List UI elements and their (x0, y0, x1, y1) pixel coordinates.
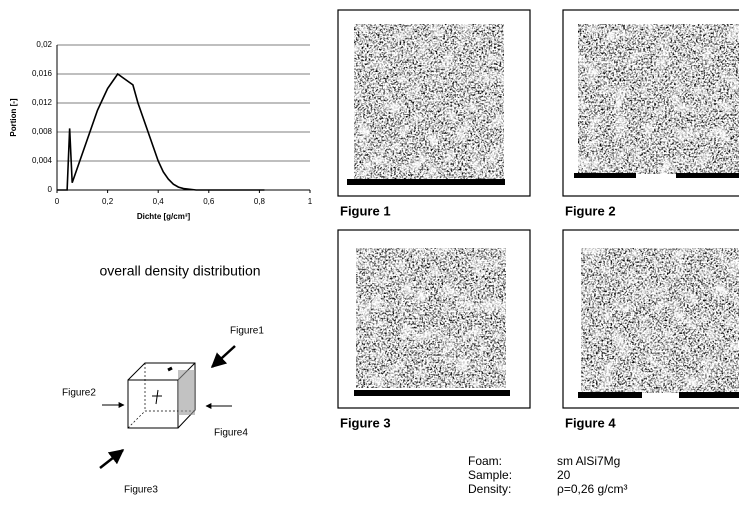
y-tick-label: 0 (48, 185, 53, 194)
diagram-label: Figure3 (124, 485, 158, 496)
figure-panel: Figure 3 (338, 230, 530, 430)
y-axis-label: Portion [-] (9, 98, 18, 137)
figure-panel: Figure 4 (563, 230, 739, 430)
x-tick-label: 0,4 (153, 197, 165, 206)
info-value: ρ=0,26 g/cm³ (557, 482, 628, 496)
figure-label: Figure 1 (340, 203, 391, 218)
y-tick-label: 0,008 (32, 127, 53, 136)
page: 0 0,004 0,008 0,012 0,016 0,02 0 0,2 0,4 0,6 0,8 1 D… (0, 0, 739, 504)
figure-panel: Figure 2 (563, 10, 739, 218)
x-tick-label: 0 (55, 197, 60, 206)
sample-info: Foam: sm AlSi7Mg Sample: 20 Density: ρ=0,26 g… (468, 454, 628, 496)
chart-caption: overall density distribution (99, 263, 260, 279)
diagram-label: Figure2 (62, 388, 96, 399)
y-tick-label: 0,012 (32, 98, 53, 107)
diagram-label: Figure1 (230, 326, 264, 337)
x-tick-label: 1 (308, 197, 313, 206)
info-key: Sample: (468, 468, 512, 482)
density-chart: 0 0,004 0,008 0,012 0,016 0,02 0 0,2 0,4 0,6 0,8 1 D… (9, 40, 313, 221)
info-key: Foam: (468, 454, 502, 468)
y-tick-label: 0,016 (32, 69, 53, 78)
figure-panel: Figure 1 (338, 10, 530, 218)
y-tick-label: 0,02 (36, 40, 52, 49)
info-key: Density: (468, 482, 511, 496)
figure-label: Figure 4 (565, 415, 616, 430)
cube-diagram (100, 346, 235, 468)
figure-label: Figure 3 (340, 415, 391, 430)
x-tick-label: 0,8 (254, 197, 266, 206)
y-tick-label: 0,004 (32, 156, 53, 165)
x-tick-label: 0,6 (203, 197, 215, 206)
diagram-label: Figure4 (214, 428, 248, 439)
info-value: 20 (557, 468, 571, 482)
x-axis-label: Dichte [g/cm³] (137, 212, 191, 221)
x-tick-label: 0,2 (102, 197, 114, 206)
figure-label: Figure 2 (565, 203, 616, 218)
info-value: sm AlSi7Mg (557, 454, 620, 468)
